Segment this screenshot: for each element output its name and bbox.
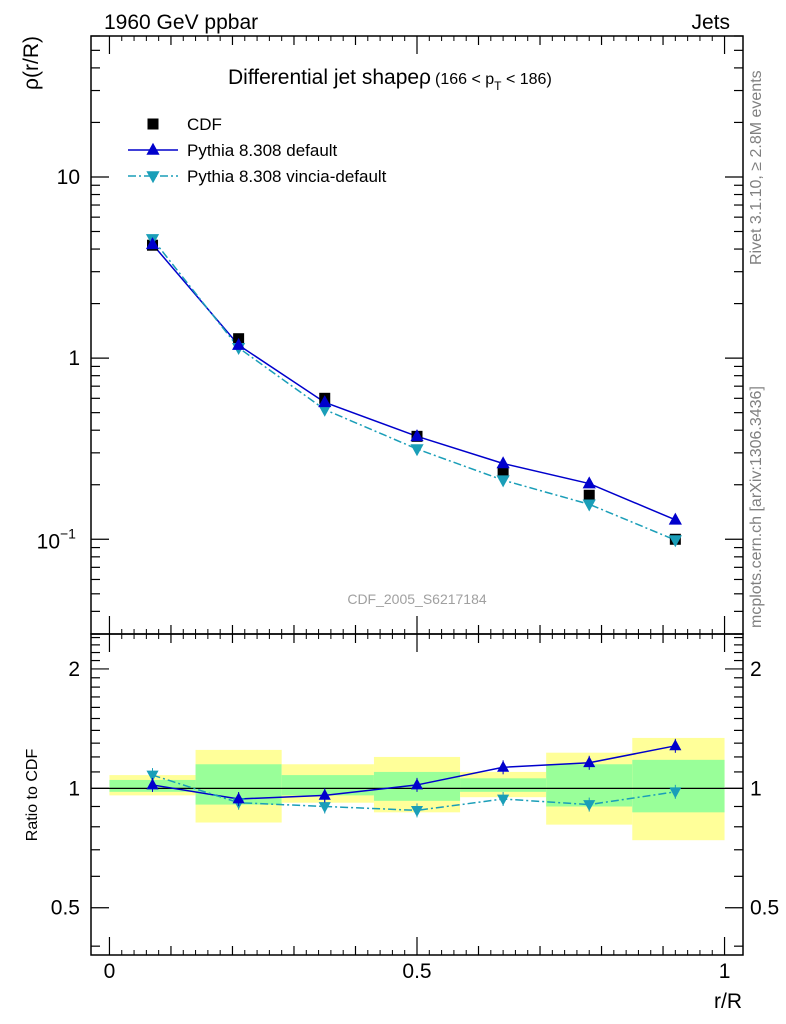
- ratio-y-tick-label-left: 1: [68, 777, 80, 800]
- ratio-vincia-point: [318, 802, 331, 814]
- x-axis-label: r/R: [714, 990, 742, 1013]
- ratio-plot-panel: 0 0.5 1 r/R 2 2 1 1 0.5 0.5 Ratio to CDF: [24, 633, 779, 1013]
- main-y-tick-label: 10: [37, 530, 60, 553]
- default-data-point: [668, 512, 682, 525]
- vincia-data-point: [582, 499, 596, 512]
- header-right-label: Jets: [691, 11, 730, 34]
- default-data-point: [145, 237, 160, 250]
- ratio-green-band: [281, 775, 374, 796]
- analysis-watermark: CDF_2005_S6217184: [347, 591, 487, 607]
- ratio-default-point: [318, 788, 331, 800]
- x-tick-label: 1: [719, 960, 731, 983]
- ratio-vincia-point: [669, 787, 682, 799]
- main-y-tick-label: 10: [57, 166, 80, 189]
- ratio-vincia-point: [146, 770, 159, 782]
- ratio-default-point: [410, 778, 424, 790]
- ratio-y-tick-label-right: 1: [750, 777, 762, 800]
- legend-cdf-label: CDF: [187, 115, 222, 134]
- cdf-data-point: [497, 466, 509, 478]
- ratio-default-point: [497, 760, 510, 772]
- ratio-y-axis-label: Ratio to CDF: [24, 749, 41, 842]
- rivet-version-label: Rivet 3.1.10, ≥ 2.8M events: [748, 70, 765, 265]
- legend-cdf-marker: [147, 118, 159, 130]
- main-y-tick-exponent: −1: [60, 525, 76, 541]
- default-data-point: [496, 456, 510, 469]
- cdf-data-point: [583, 489, 595, 501]
- x-tick-label: 0: [104, 960, 116, 983]
- main-series-line-vincia: [151, 238, 676, 541]
- legend-vincia-label: Pythia 8.308 vincia-default: [187, 167, 387, 186]
- default-data-point: [232, 337, 246, 350]
- ratio-vincia-point: [583, 800, 596, 812]
- vincia-data-point: [496, 475, 510, 488]
- legend-default-label: Pythia 8.308 default: [187, 141, 338, 160]
- default-data-point: [318, 395, 332, 408]
- ratio-default-point: [669, 739, 682, 751]
- ratio-y-tick-label-left: 2: [68, 658, 80, 681]
- ratio-y-tick-label-right: 0.5: [750, 897, 779, 920]
- ratio-default-point: [232, 792, 245, 804]
- ratio-green-band: [460, 778, 547, 792]
- ratio-default-point: [146, 778, 159, 790]
- mcplots-label: mcplots.cern.ch [arXiv:1306.3436]: [748, 386, 765, 628]
- vincia-data-point: [668, 535, 682, 548]
- ratio-default-point: [583, 756, 596, 768]
- ratio-y-tick-label-left: 0.5: [51, 897, 80, 920]
- vincia-data-point: [410, 444, 424, 457]
- main-y-axis-label: ρ(r/R): [20, 36, 43, 90]
- vincia-data-point: [318, 404, 332, 417]
- x-tick-label: 0.5: [402, 960, 431, 983]
- main-plot-title: Differential jet shapeρ (166 < pT < 186): [228, 66, 552, 93]
- main-series-line-default: [151, 243, 676, 521]
- ratio-vincia-point: [497, 794, 510, 806]
- main-y-tick-label: 1: [68, 347, 80, 370]
- header-left-label: 1960 GeV ppbar: [104, 11, 258, 34]
- legend-default-marker: [146, 142, 160, 155]
- ratio-vincia-point: [410, 805, 424, 817]
- default-data-point: [410, 429, 424, 442]
- ratio-green-band: [632, 759, 725, 813]
- legend: CDF Pythia 8.308 default Pythia 8.308 vinc…: [128, 115, 387, 186]
- ratio-y-tick-label-right: 2: [750, 658, 762, 681]
- default-data-point: [582, 476, 596, 489]
- legend-vincia-marker: [146, 171, 160, 184]
